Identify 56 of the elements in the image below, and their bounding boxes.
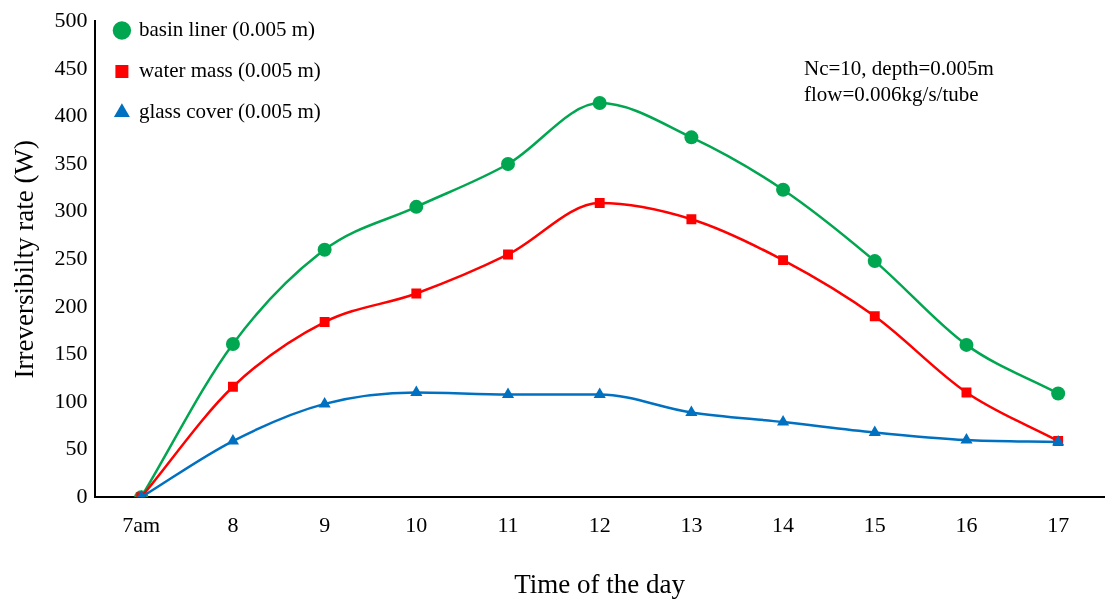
- point: [592, 96, 607, 111]
- y-tick-label: 350: [54, 149, 88, 175]
- x-tick-label: 14: [772, 512, 795, 538]
- y-tick-label: 250: [54, 244, 88, 270]
- point: [225, 336, 240, 351]
- y-tick-label: 100: [54, 387, 88, 413]
- x-tick-label: 13: [680, 512, 703, 538]
- point: [1051, 386, 1066, 401]
- x-tick-label: 12: [588, 512, 611, 538]
- point: [684, 130, 699, 145]
- point: [501, 157, 516, 171]
- point: [503, 249, 513, 260]
- annotation: flow=0.006kg/s/tube: [804, 82, 979, 107]
- y-tick-label: 450: [54, 54, 88, 80]
- y-tick-label: 150: [54, 340, 88, 366]
- point: [869, 311, 880, 322]
- y-tick-label: 200: [54, 292, 88, 318]
- point: [685, 405, 698, 416]
- point: [318, 396, 331, 408]
- annotation: Nc=10, depth=0.005m: [804, 56, 994, 81]
- point: [317, 242, 332, 257]
- x-tick-label: 8: [227, 512, 239, 538]
- y-tick-label: 0: [76, 482, 88, 508]
- point: [686, 214, 697, 225]
- point: [868, 425, 881, 436]
- legend-label: basin liner (0.005 m): [138, 17, 316, 42]
- y-tick-label: 50: [65, 435, 88, 461]
- point: [226, 434, 239, 445]
- y-tick-label: 400: [54, 102, 88, 128]
- x-tick-label: 7am: [122, 512, 161, 538]
- point: [593, 387, 606, 398]
- x-tick-label: 11: [497, 512, 519, 538]
- point: [411, 288, 422, 299]
- point: [959, 337, 974, 352]
- point: [319, 317, 330, 327]
- point: [776, 182, 791, 197]
- point: [867, 254, 882, 269]
- point: [778, 255, 789, 266]
- point: [409, 199, 424, 214]
- x-tick-label: 16: [955, 512, 978, 538]
- x-axis-title: Time of the day: [514, 568, 686, 599]
- x-tick-label: 9: [319, 512, 331, 538]
- point: [227, 381, 238, 392]
- point: [410, 385, 423, 396]
- legend-label: water mass (0.005 m): [138, 58, 321, 83]
- point: [501, 387, 515, 398]
- x-tick-label: 15: [863, 512, 886, 538]
- point: [960, 433, 973, 444]
- y-tick-label: 500: [54, 6, 88, 32]
- y-axis-title: Irreversibilty rate (W): [9, 140, 40, 379]
- x-tick-label: 10: [405, 512, 428, 538]
- x-tick-label: 17: [1047, 512, 1070, 538]
- y-tick-label: 300: [54, 197, 88, 223]
- point: [777, 414, 790, 426]
- legend-label: glass cover (0.005 m): [138, 99, 321, 124]
- point: [594, 198, 605, 208]
